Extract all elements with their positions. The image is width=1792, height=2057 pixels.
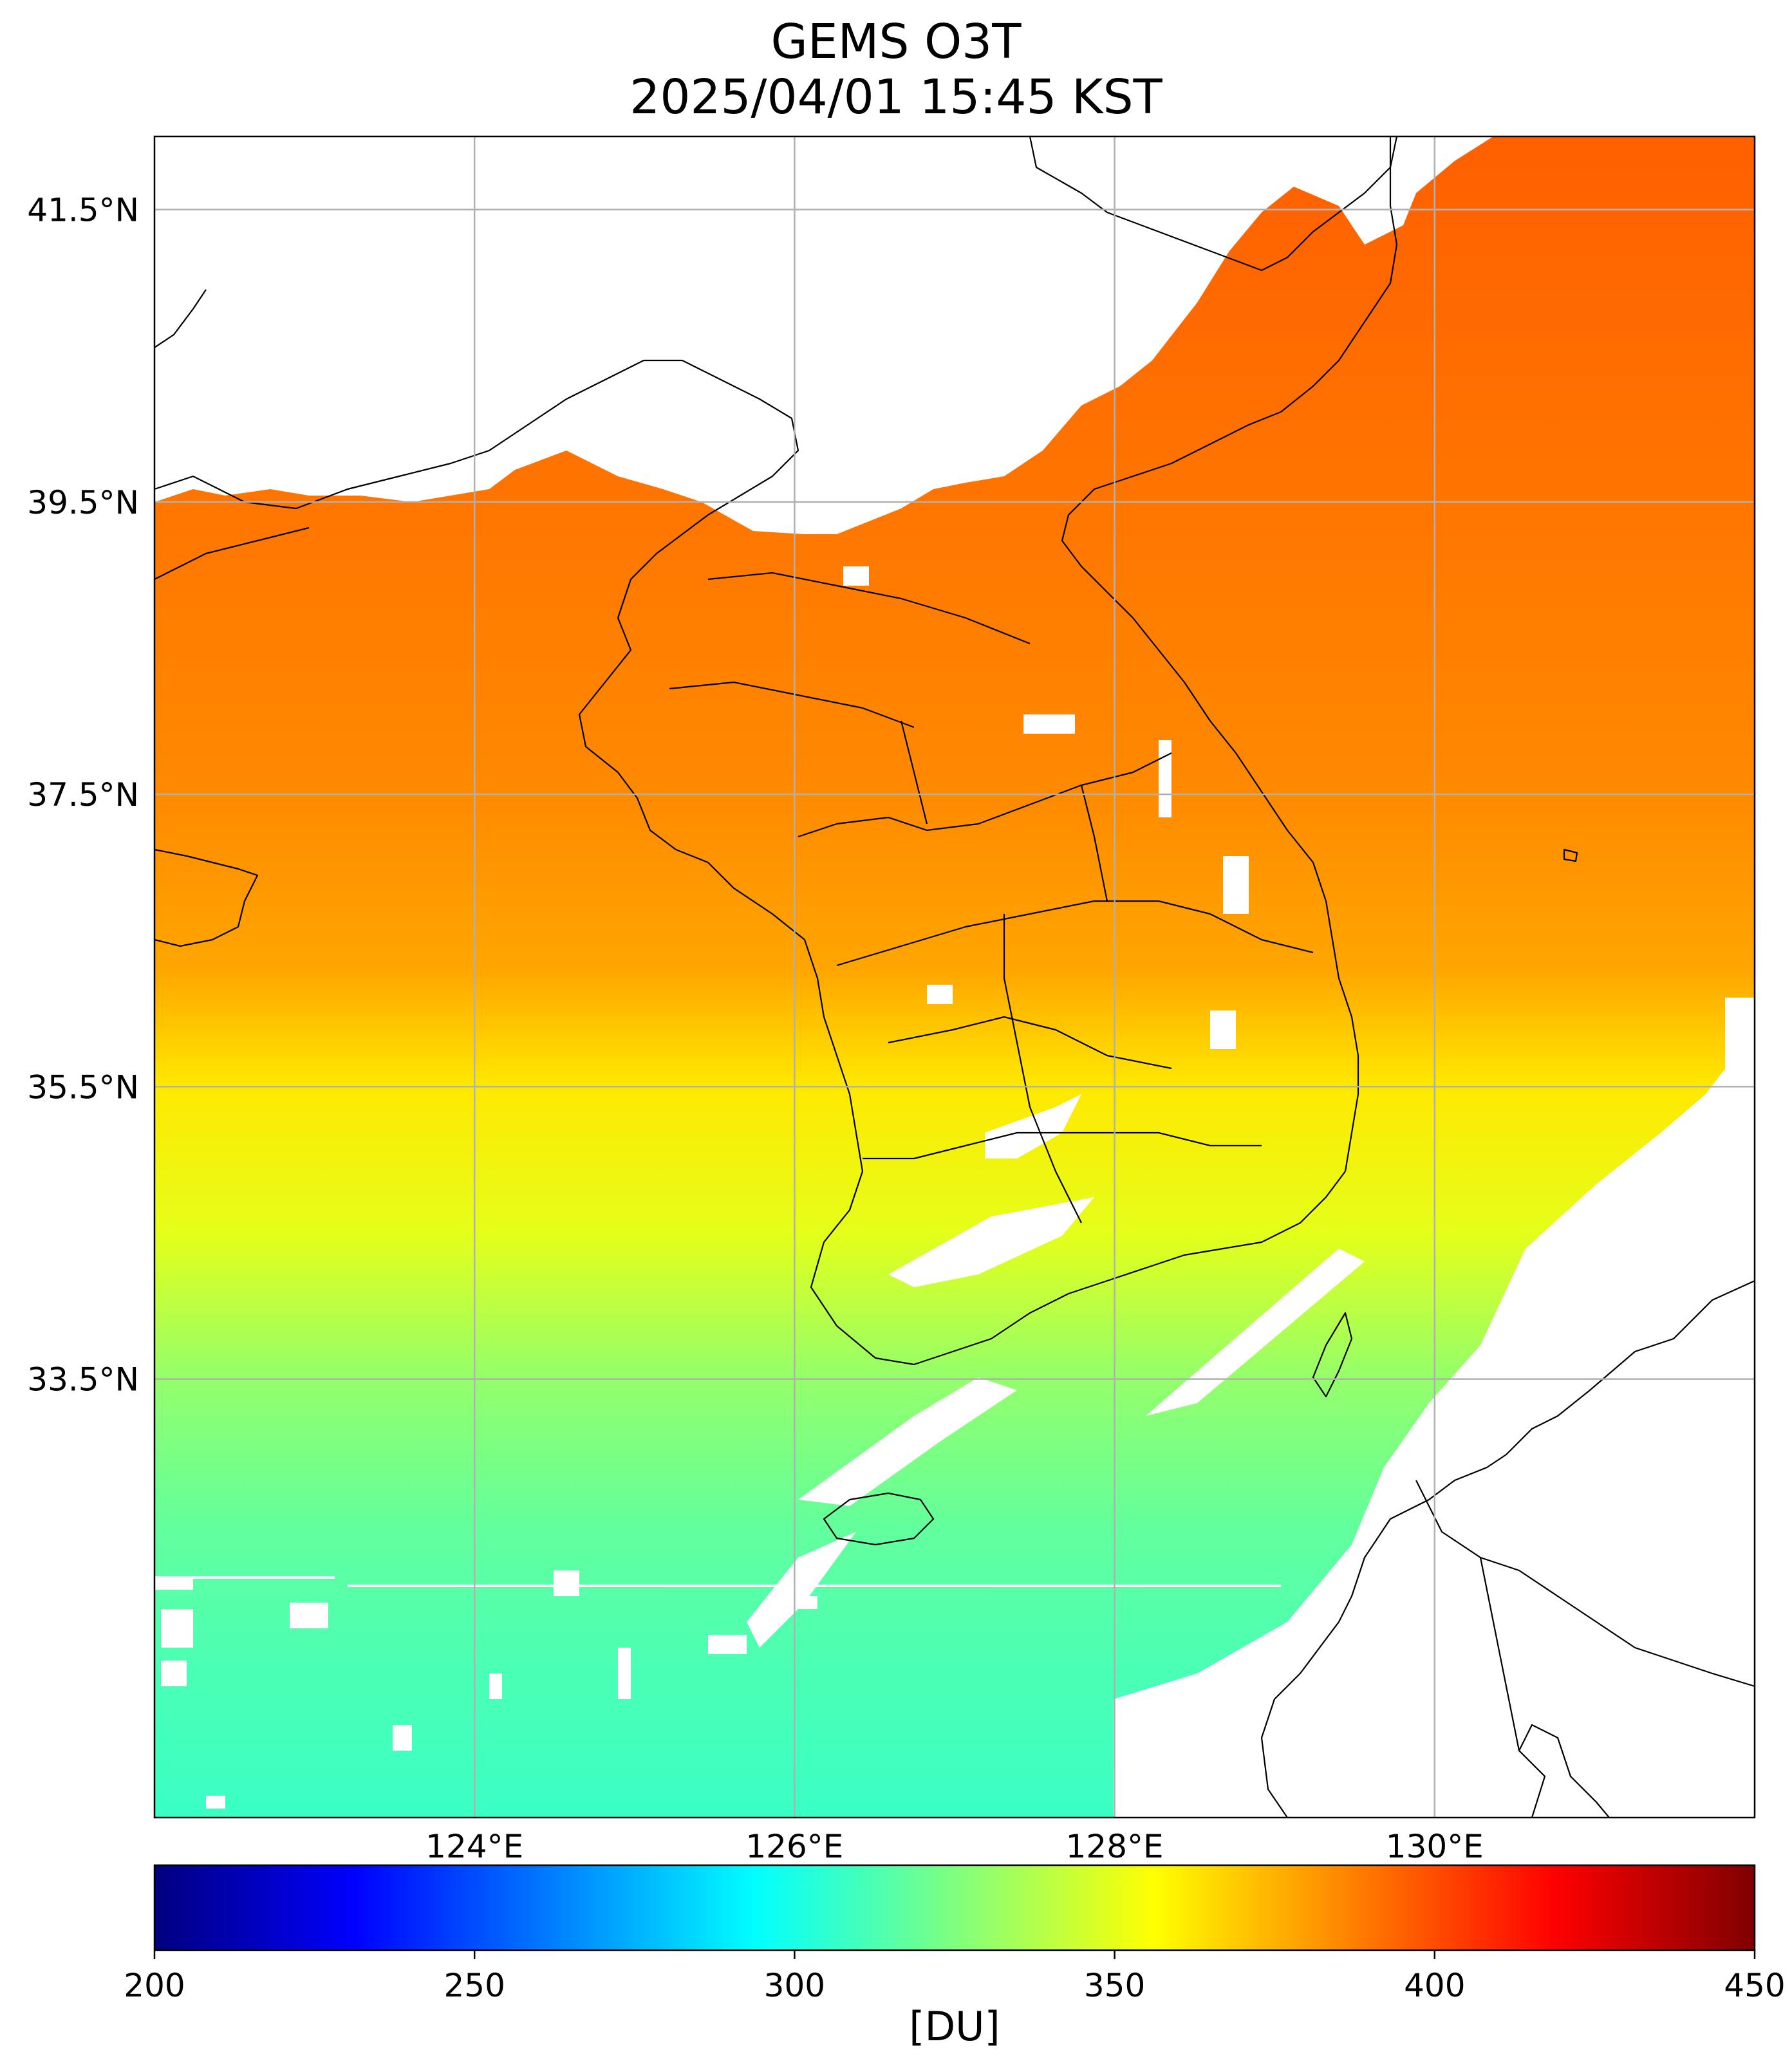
province-border (863, 1131, 1262, 1160)
coast-korea-south (875, 1171, 1346, 1366)
coast-japan-interior (1479, 1557, 1520, 1751)
colorbar-tick-label: 400 (1404, 1967, 1465, 2004)
province-border (707, 572, 1031, 645)
no-data-speck (798, 1596, 817, 1609)
coast-liaoning (154, 359, 792, 510)
province-border (669, 681, 915, 729)
coast-kyushu-south (1518, 1724, 1610, 1818)
border-dmz (798, 752, 1172, 838)
colorbar-ticks: 200 250 300 350 400 450 (124, 1950, 1786, 2004)
colorbar-unit-label: [DU] (909, 2003, 1000, 2050)
colorbar-tick-label: 450 (1724, 1967, 1785, 2004)
no-data-speck (554, 1570, 579, 1596)
no-data-speck (489, 1673, 502, 1699)
coast-jeju-island (823, 1492, 935, 1546)
longitude-tick-label: 128°E (1066, 1828, 1164, 1865)
no-data-speck (618, 1648, 631, 1699)
map-gridlines (154, 136, 1755, 1818)
coast-tsushima (1312, 1312, 1353, 1398)
colorbar: 200 250 300 350 400 450 [DU] (124, 1864, 1786, 2050)
border-china-north-korea (1029, 136, 1398, 272)
province-border (836, 900, 1314, 967)
no-data-line (154, 1576, 335, 1579)
latitude-tick-label: 33.5°N (27, 1361, 139, 1399)
colorbar-gradient (153, 1864, 1756, 1951)
no-data-area (888, 1197, 1094, 1287)
map-title: GEMS O3T 2025/04/01 15:45 KST (0, 14, 1792, 125)
no-data-area (798, 1377, 1017, 1506)
coast-korea-west (578, 418, 876, 1359)
coast-shandong (154, 848, 259, 947)
coast-japan-interior (1415, 1480, 1755, 1688)
no-data-speck (1159, 740, 1171, 817)
coast-bohai (154, 526, 310, 580)
longitude-tick-label: 124°E (425, 1828, 523, 1865)
province-border (888, 1016, 1172, 1070)
latitude-tick-labels: 41.5°N 39.5°N 37.5°N 35.5°N 33.5°N (27, 192, 139, 1399)
title-line-datetime: 2025/04/01 15:45 KST (630, 70, 1162, 125)
province-border (1003, 914, 1082, 1224)
no-data-area (985, 1094, 1081, 1159)
coast-korea-east (1061, 136, 1398, 1172)
latitude-tick-label: 37.5°N (27, 776, 139, 814)
no-data-speck (393, 1725, 412, 1751)
latitude-tick-label: 35.5°N (27, 1068, 139, 1106)
coast-liaoning-west (154, 289, 207, 348)
province-border (900, 720, 928, 824)
no-data-speck (708, 1635, 747, 1654)
no-data-line (348, 1585, 1281, 1587)
latitude-tick-label: 41.5°N (27, 192, 139, 229)
longitude-tick-label: 130°E (1386, 1828, 1484, 1865)
province-border (1080, 785, 1108, 902)
map-frame (153, 135, 1756, 1819)
no-data-speck (927, 985, 953, 1004)
latitude-tick-label: 39.5°N (27, 484, 139, 521)
no-data-area (747, 1532, 856, 1648)
no-data-speck (154, 1577, 193, 1590)
no-data-area (1146, 1249, 1365, 1416)
no-data-speck (161, 1661, 187, 1686)
coastlines (154, 136, 1755, 1818)
coast-ulleung (1563, 848, 1578, 862)
no-data-speck (206, 1796, 225, 1809)
no-data-speck (1210, 1010, 1236, 1049)
no-data-speck (1023, 714, 1075, 734)
colorbar-tick-label: 350 (1084, 1967, 1145, 2004)
no-data-area (1043, 296, 1094, 373)
no-data-speck (843, 566, 869, 586)
coast-kyushu (1260, 1280, 1755, 1818)
no-data-speck (1223, 856, 1249, 914)
longitude-tick-labels: 124°E 126°E 128°E 130°E (425, 1828, 1484, 1865)
title-line-product: GEMS O3T (770, 14, 1022, 70)
no-data-speck (161, 1609, 193, 1648)
colorbar-tick-label: 200 (124, 1967, 185, 2004)
colorbar-tick-label: 250 (443, 1967, 505, 2004)
no-data-speck (290, 1603, 328, 1628)
longitude-tick-label: 126°E (745, 1828, 843, 1865)
colorbar-tick-label: 300 (764, 1967, 825, 2004)
no-data-area (154, 136, 1493, 534)
